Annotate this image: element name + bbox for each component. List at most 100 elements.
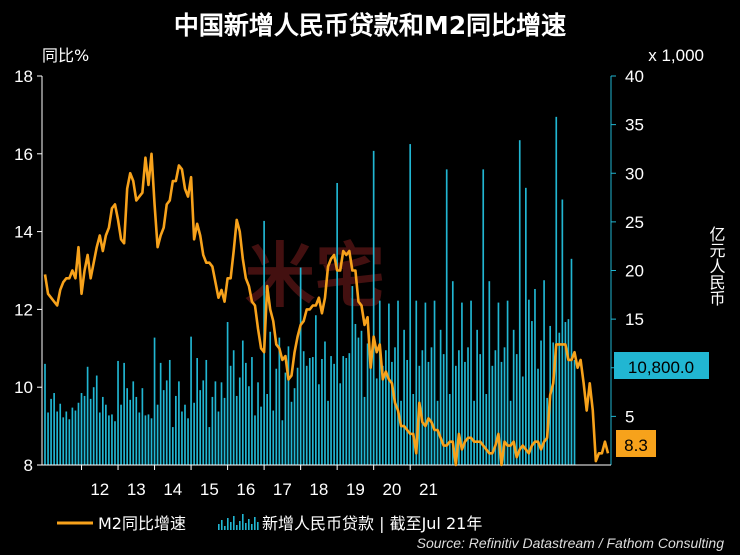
bar <box>98 412 101 465</box>
bar <box>509 400 512 465</box>
legend: M2同比增速 新增人民币贷款 | 截至Jul 21年 <box>57 514 482 533</box>
bar <box>503 347 506 465</box>
x-tick-label: 14 <box>163 480 182 499</box>
bar <box>494 350 497 465</box>
legend-bar-label: 新增人民币贷款 | 截至Jul 21年 <box>262 514 482 533</box>
bar <box>506 300 509 465</box>
bar <box>65 411 68 465</box>
bar <box>421 350 424 465</box>
bar <box>518 140 521 465</box>
bar <box>226 322 229 465</box>
bar <box>488 281 491 465</box>
bar <box>68 419 71 465</box>
bar <box>141 388 144 465</box>
bar <box>552 342 555 465</box>
line-end-label-box <box>616 430 656 457</box>
bar <box>537 368 539 465</box>
bar <box>120 404 122 465</box>
bar <box>515 354 518 465</box>
bar <box>388 303 390 465</box>
line-end-label: 8.3 <box>616 430 656 457</box>
bar <box>324 341 326 465</box>
bar <box>178 381 180 465</box>
m2-line <box>43 152 610 467</box>
right-axis-multiplier: x 1,000 <box>648 46 704 65</box>
bar <box>424 302 427 465</box>
bar <box>232 350 235 465</box>
bar <box>555 116 558 465</box>
bar <box>378 300 381 465</box>
right-tick-label: 30 <box>625 164 644 183</box>
legend-bar-mark <box>254 517 256 530</box>
legend-bar-mark <box>245 523 247 530</box>
bar <box>171 427 174 465</box>
bar <box>290 401 293 465</box>
bar <box>351 286 354 465</box>
bar <box>165 380 168 465</box>
bar <box>375 378 378 465</box>
bar <box>153 337 156 465</box>
bar <box>491 365 494 465</box>
bar <box>385 350 387 465</box>
bar <box>470 300 472 465</box>
bar <box>89 398 92 465</box>
bar <box>381 365 384 465</box>
bar <box>275 368 278 465</box>
right-axis-title: 亿元人民币 <box>707 226 726 306</box>
bar <box>473 400 475 465</box>
x-tick-label: 17 <box>273 480 292 499</box>
legend-bar-mark <box>239 521 241 530</box>
bar <box>248 386 250 465</box>
bar <box>193 402 195 465</box>
bar <box>293 388 296 465</box>
bar <box>372 150 375 465</box>
bar <box>144 415 147 465</box>
bar <box>451 281 454 465</box>
bar <box>251 357 253 465</box>
bar <box>211 396 214 465</box>
bar <box>531 321 533 465</box>
bar <box>461 302 463 465</box>
bar <box>254 415 256 465</box>
bar <box>330 356 332 465</box>
bar <box>71 407 74 465</box>
bar <box>354 323 357 465</box>
bar <box>266 394 268 465</box>
bar <box>241 340 244 465</box>
bar <box>363 396 366 465</box>
bar <box>345 358 348 465</box>
bar <box>534 288 536 465</box>
bar <box>433 300 436 465</box>
bar <box>217 411 220 465</box>
right-tick-label: 5 <box>625 407 634 426</box>
bar <box>156 404 159 465</box>
bar <box>269 331 272 465</box>
bar <box>448 394 451 465</box>
right-tick-label: 35 <box>625 116 644 135</box>
bar <box>56 411 59 465</box>
bar <box>147 414 150 465</box>
bar <box>220 382 223 465</box>
bar <box>187 418 189 465</box>
bar <box>74 410 77 465</box>
x-tick-label: 12 <box>90 480 109 499</box>
right-axis: 510152025303540 <box>610 67 644 465</box>
bar <box>348 353 351 465</box>
legend-bar-mark <box>248 519 250 530</box>
bar <box>86 366 89 465</box>
source-note: Source: Refinitiv Datastream / Fathom Co… <box>417 535 725 551</box>
left-tick-label: 16 <box>14 145 33 164</box>
bar <box>543 280 545 465</box>
bar <box>168 359 171 465</box>
bar <box>260 406 262 465</box>
bar <box>245 362 247 465</box>
right-tick-label: 20 <box>625 262 644 281</box>
bar <box>570 258 573 465</box>
bar <box>412 394 415 465</box>
bar <box>427 361 430 465</box>
bar <box>409 144 412 465</box>
bar <box>476 329 478 465</box>
bar <box>281 420 284 465</box>
bar <box>129 399 132 465</box>
